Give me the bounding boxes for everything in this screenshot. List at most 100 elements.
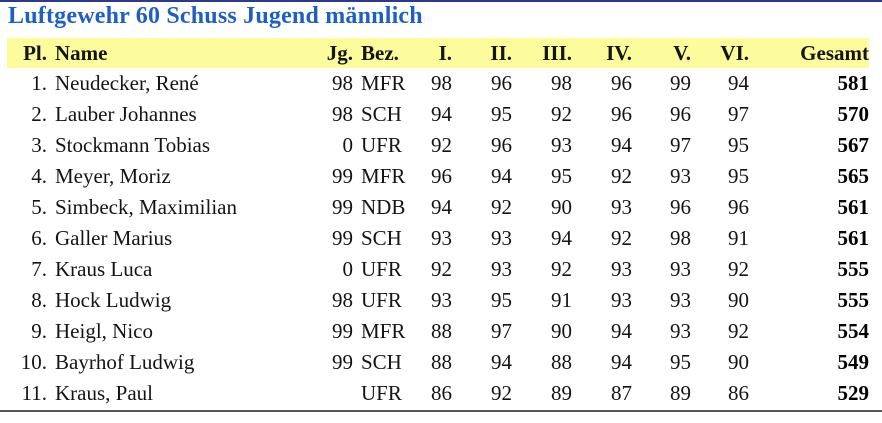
cell-series-3: 92: [551, 102, 572, 126]
cell-place: 9.: [31, 319, 47, 343]
page-title: Luftgewehr 60 Schuss Jugend männlich: [8, 3, 423, 29]
cell-name: Hock Ludwig: [55, 288, 172, 312]
table-row: 4. Meyer, Moriz 99 MFR 96 94 95 92 93 95…: [7, 161, 869, 192]
cell-year: 99: [332, 195, 353, 219]
cell-year: 0: [342, 133, 354, 157]
cell-series-4: 93: [611, 288, 632, 312]
table-row: 9. Heigl, Nico 99 MFR 88 97 90 94 93 92 …: [7, 316, 869, 347]
header-series-5: V.: [673, 40, 691, 65]
cell-year: 99: [332, 164, 353, 188]
cell-total: 555: [837, 288, 870, 312]
cell-series-4: 96: [611, 71, 632, 95]
cell-place: 1.: [31, 71, 47, 95]
cell-name: Kraus Luca: [55, 257, 153, 281]
cell-total: 561: [837, 226, 870, 250]
cell-series-2: 95: [491, 102, 512, 126]
cell-year: 98: [332, 288, 353, 312]
cell-series-2: 96: [491, 71, 512, 95]
cell-series-1: 98: [431, 71, 452, 95]
cell-series-5: 97: [670, 133, 691, 157]
cell-series-5: 95: [670, 350, 691, 374]
cell-series-6: 95: [728, 133, 749, 157]
cell-name: Kraus, Paul: [55, 381, 153, 405]
table-row: 5. Simbeck, Maximilian 99 NDB 94 92 90 9…: [7, 192, 869, 223]
cell-total: 554: [837, 319, 870, 343]
cell-series-6: 94: [728, 71, 749, 95]
cell-total: 570: [837, 102, 870, 126]
cell-name: Stockmann Tobias: [55, 133, 211, 157]
cell-year: 98: [332, 102, 353, 126]
cell-series-4: 92: [611, 226, 632, 250]
cell-series-2: 94: [491, 164, 512, 188]
cell-series-3: 98: [551, 71, 572, 95]
cell-name: Bayrhof Ludwig: [55, 350, 195, 374]
cell-series-3: 91: [551, 288, 572, 312]
cell-series-2: 92: [491, 381, 512, 405]
cell-total: 561: [837, 195, 870, 219]
cell-place: 8.: [31, 288, 47, 312]
cell-total: 581: [837, 71, 870, 95]
cell-total: 555: [837, 257, 870, 281]
cell-year: 99: [332, 226, 353, 250]
header-name: Name: [55, 40, 108, 65]
cell-total: 567: [837, 133, 870, 157]
cell-series-4: 87: [611, 381, 632, 405]
cell-series-5: 96: [670, 102, 691, 126]
cell-series-5: 93: [670, 164, 691, 188]
table-header-row: Pl. Name Jg. Bez. I. II. III. IV. V. VI.…: [7, 38, 869, 68]
top-divider: [0, 0, 882, 2]
table-row: 11. Kraus, Paul UFR 86 92 89 87 89 86 52…: [7, 378, 869, 409]
cell-name: Galler Marius: [55, 226, 173, 250]
cell-series-1: 96: [431, 164, 452, 188]
cell-district: MFR: [361, 71, 406, 95]
header-series-2: II.: [490, 40, 512, 65]
cell-series-4: 94: [611, 319, 632, 343]
cell-total: 549: [837, 350, 870, 374]
cell-series-1: 94: [431, 102, 452, 126]
cell-district: UFR: [361, 381, 402, 405]
cell-series-6: 97: [728, 102, 749, 126]
cell-name: Neudecker, René: [55, 71, 199, 95]
cell-series-6: 90: [728, 288, 749, 312]
cell-place: 6.: [31, 226, 47, 250]
cell-series-5: 93: [670, 288, 691, 312]
table-row: 7. Kraus Luca 0 UFR 92 93 92 93 93 92 55…: [7, 254, 869, 285]
cell-series-4: 93: [611, 257, 632, 281]
table-row: 2. Lauber Johannes 98 SCH 94 95 92 96 96…: [7, 99, 869, 130]
cell-year: 99: [332, 319, 353, 343]
table-row: 3. Stockmann Tobias 0 UFR 92 96 93 94 97…: [7, 130, 869, 161]
cell-series-3: 88: [551, 350, 572, 374]
cell-series-5: 99: [670, 71, 691, 95]
cell-name: Meyer, Moriz: [55, 164, 171, 188]
cell-name: Lauber Johannes: [55, 102, 197, 126]
cell-series-5: 93: [670, 257, 691, 281]
cell-series-3: 89: [551, 381, 572, 405]
cell-name: Heigl, Nico: [55, 319, 153, 343]
cell-series-3: 93: [551, 133, 572, 157]
cell-series-3: 90: [551, 195, 572, 219]
cell-district: UFR: [361, 288, 402, 312]
header-series-4: IV.: [606, 40, 632, 65]
cell-year: 0: [342, 257, 354, 281]
table-row: 6. Galler Marius 99 SCH 93 93 94 92 98 9…: [7, 223, 869, 254]
cell-series-5: 98: [670, 226, 691, 250]
cell-series-2: 96: [491, 133, 512, 157]
cell-series-2: 93: [491, 257, 512, 281]
cell-series-4: 93: [611, 195, 632, 219]
cell-series-2: 94: [491, 350, 512, 374]
cell-series-3: 95: [551, 164, 572, 188]
cell-place: 7.: [31, 257, 47, 281]
cell-place: 5.: [31, 195, 47, 219]
cell-district: MFR: [361, 164, 406, 188]
cell-series-1: 86: [431, 381, 452, 405]
cell-series-1: 92: [431, 133, 452, 157]
cell-series-2: 93: [491, 226, 512, 250]
cell-place: 10.: [20, 350, 47, 374]
cell-year: [315, 378, 353, 409]
table-row: 1. Neudecker, René 98 MFR 98 96 98 96 99…: [7, 68, 869, 99]
cell-total: 529: [837, 381, 870, 405]
header-total: Gesamt: [800, 40, 869, 65]
cell-series-5: 96: [670, 195, 691, 219]
cell-series-6: 96: [728, 195, 749, 219]
